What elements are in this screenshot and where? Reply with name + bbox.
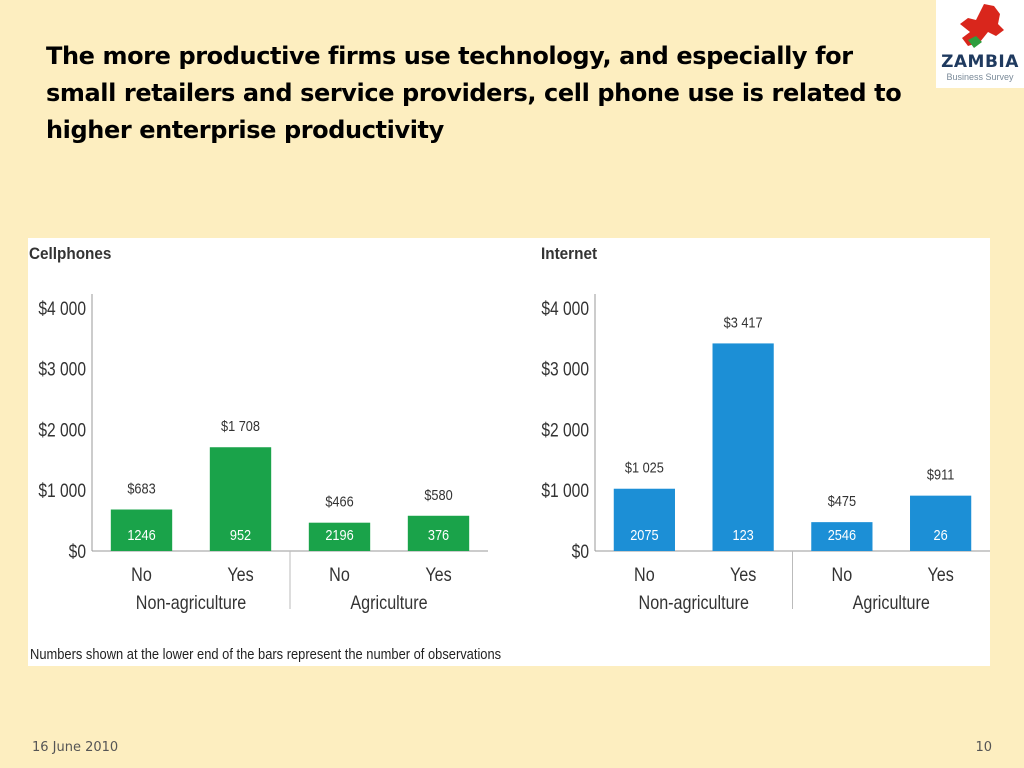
bar	[613, 488, 675, 551]
y-tick-label: $3 000	[541, 358, 589, 380]
logo-text: ZAMBIA	[941, 52, 1019, 72]
bar	[407, 515, 470, 551]
zambia-map-icon	[960, 4, 1004, 48]
x-tick-label: No	[832, 564, 853, 586]
y-tick-label: $4 000	[541, 298, 589, 320]
bar-observation-label: 2546	[828, 526, 857, 543]
x-tick-label: No	[634, 564, 655, 586]
zambia-business-survey-logo: ZAMBIA Business Survey	[936, 0, 1024, 88]
chart-title-1: Internet	[541, 244, 598, 263]
bar-value-label: $580	[424, 486, 453, 503]
y-tick-label: $2 000	[541, 419, 589, 441]
y-tick-label: $1 000	[541, 480, 589, 502]
bar	[811, 522, 873, 551]
y-tick-label: $4 000	[38, 298, 86, 320]
bar	[110, 509, 173, 551]
y-tick-label: $3 000	[38, 358, 86, 380]
bar-value-label: $683	[127, 479, 156, 496]
group-label: Agriculture	[853, 592, 930, 614]
x-tick-label: Yes	[730, 564, 757, 586]
logo-subtext: Business Survey	[946, 72, 1014, 82]
y-tick-label: $2 000	[38, 419, 86, 441]
bar	[209, 447, 272, 551]
x-tick-label: Yes	[927, 564, 954, 586]
bar-observation-label: 26	[934, 526, 948, 543]
slide-title: The more productive firms use technology…	[46, 42, 902, 144]
x-tick-label: No	[329, 564, 350, 586]
chart-panel: Cellphones $0 $1 000 $2 000 $3 000 $4 000 $683…	[28, 238, 990, 666]
y-tick-label: $0	[572, 541, 589, 563]
group-label: Non-agriculture	[136, 592, 247, 614]
y-tick-label: $1 000	[38, 480, 86, 502]
x-tick-label: Yes	[425, 564, 452, 586]
group-label: Non-agriculture	[639, 592, 750, 614]
bar-value-label: $466	[325, 493, 354, 510]
bar-charts: Cellphones $0 $1 000 $2 000 $3 000 $4 000 $683…	[29, 244, 990, 614]
bar	[308, 522, 371, 551]
bar-observation-label: 2196	[325, 526, 354, 543]
chart-footnote: Numbers shown at the lower end of the ba…	[30, 646, 502, 663]
bar-observation-label: 952	[230, 526, 251, 543]
bar-observation-label: 1246	[127, 526, 156, 543]
bar	[712, 343, 774, 551]
bar-value-label: $1 708	[221, 417, 260, 434]
bar-value-label: $1 025	[625, 459, 664, 476]
chart-title-0: Cellphones	[29, 244, 111, 263]
bar-observation-label: 123	[732, 526, 753, 543]
y-tick-label: $0	[69, 541, 86, 563]
group-label: Agriculture	[350, 592, 427, 614]
bar-observation-label: 2075	[630, 526, 659, 543]
page-number: 10	[975, 740, 992, 755]
bar-value-label: $911	[927, 466, 955, 483]
x-tick-label: No	[131, 564, 152, 586]
bar	[910, 495, 972, 551]
x-tick-label: Yes	[227, 564, 254, 586]
footer-date: 16 June 2010	[32, 740, 119, 755]
bar-value-label: $475	[828, 492, 857, 509]
bar-value-label: $3 417	[724, 313, 763, 330]
bar-observation-label: 376	[428, 526, 449, 543]
